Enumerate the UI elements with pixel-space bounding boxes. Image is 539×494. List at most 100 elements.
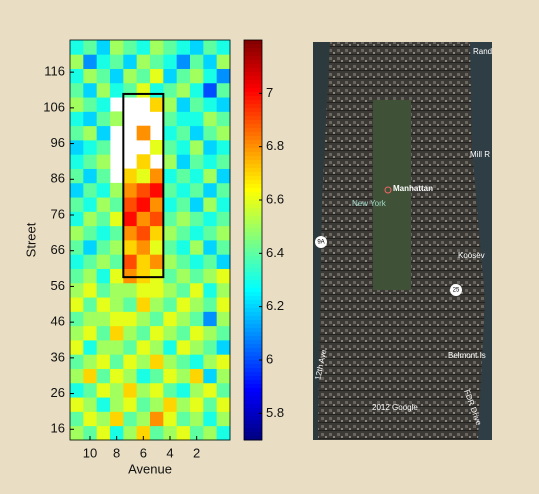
heatmap-cell [163,211,178,227]
colorbar-segment [244,80,262,85]
heatmap-cell [110,225,124,241]
heatmap-cell [190,411,204,427]
heatmap-cell [176,282,191,298]
colorbar-segment [244,192,262,197]
heatmap-cell [136,211,151,227]
heatmap-cell [203,40,218,55]
map-label: 25 [453,288,460,294]
colorbar-segment [244,88,262,93]
heatmap-cell [216,82,231,98]
heatmap-cell [190,82,204,98]
heatmap-cell [136,397,151,412]
heatmap-cell [110,340,124,355]
heatmap-cell [70,125,84,141]
heatmap-cell [163,82,178,98]
heatmap-cell [110,182,124,198]
heatmap-cell [123,368,138,384]
heatmap-cell [83,54,98,69]
heatmap-cell [203,354,218,369]
heatmap-cell [150,211,164,227]
heatmap-cell [70,354,84,369]
heatmap-cell [110,382,124,398]
heatmap-cell [203,340,218,355]
heatmap-cell [96,368,111,384]
heatmap-cell [203,425,218,441]
heatmap-cell [163,68,178,84]
colorbar-segment [244,84,262,89]
heatmap-cell [96,197,111,212]
heatmap-cell [216,382,231,398]
colorbar-segment [244,316,262,321]
plot-frame [69,39,231,441]
heatmap-cell [216,68,231,84]
heatmap-cell [110,268,124,284]
heatmap-cell [176,340,191,355]
colorbar-segment [244,204,262,209]
heatmap-cell [83,40,98,55]
heatmap-cell [203,68,218,84]
heatmap-cell [136,325,151,341]
colorbar-segment [244,144,262,149]
heatmap-cell [176,425,191,441]
colorbar-segment [244,344,262,349]
heatmap-cell [163,254,178,269]
heatmap-cell [190,311,204,327]
y-tick-label: 86 [51,171,65,186]
colorbar-segment [244,48,262,53]
x-axis-label: Avenue [128,461,172,476]
colorbar-tick-label: 6 [266,351,273,366]
colorbar-segment [244,424,262,429]
colorbar-segment [244,72,262,77]
colorbar-segment [244,260,262,265]
heatmap-cell [176,140,191,155]
heatmap-cell [96,382,111,398]
heatmap-cell [136,368,151,384]
heatmap-cell [216,397,231,412]
heatmap-cell [176,254,191,269]
colorbar-segment [244,276,262,281]
colorbar-segment [244,268,262,273]
colorbar-segment [244,248,262,253]
heatmap-cell [110,68,124,84]
heatmap-cell [163,154,178,169]
colorbar-segment [244,184,262,189]
heatmap-cell [203,297,218,312]
heatmap-cell [123,182,138,198]
colorbar-segment [244,212,262,217]
colorbar-segment [244,280,262,285]
colorbar-segment [244,168,262,173]
heatmap-cell [110,411,124,427]
heatmap-cell [203,82,218,98]
heatmap-cell [163,140,178,155]
heatmap-cell [123,268,138,284]
heatmap-cell [176,325,191,341]
heatmap-cell [136,168,151,184]
heatmap-cell [176,68,191,84]
heatmap-cell [70,240,84,255]
heatmap-cell [203,211,218,227]
colorbar-segment [244,200,262,205]
heatmap-cell [216,340,231,355]
heatmap-cell [176,354,191,369]
x-tick-label: 4 [166,445,173,460]
heatmap-cell [216,411,231,427]
colorbar-segment [244,56,262,61]
heatmap-cell [70,311,84,327]
colorbar-segment [244,364,262,369]
colorbar-segment [244,224,262,229]
heatmap-cell [203,97,218,112]
heatmap-cell [216,325,231,341]
colorbar-segment [244,164,262,169]
heatmap-cell [136,268,151,284]
heatmap-cell [123,282,138,298]
map-label: New York [352,199,387,208]
x-tick-label: 6 [140,445,147,460]
heatmap-cell [83,197,98,212]
heatmap-cell [176,240,191,255]
heatmap-cell [216,168,231,184]
heatmap-cell [136,125,151,141]
heatmap-cell [96,97,111,112]
heatmap-cell [136,154,151,169]
heatmap-cell [150,54,164,69]
heatmap-cell [70,368,84,384]
